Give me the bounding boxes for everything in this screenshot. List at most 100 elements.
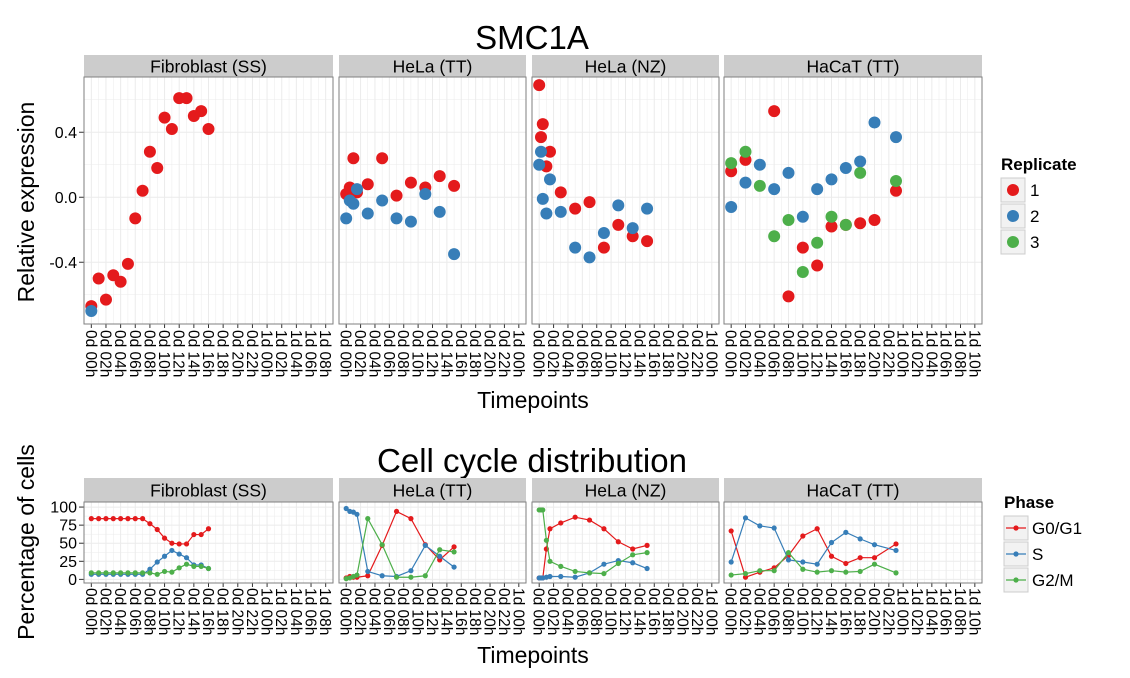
x-tick-label: 1d 04h [922,588,939,635]
data-point [103,570,109,576]
x-tick-label: 1d 06h [937,330,954,377]
data-point [768,230,781,243]
data-point [583,251,596,264]
x-tick-label: 0d 00h [337,588,354,635]
data-point [437,547,443,553]
data-point [569,241,582,254]
data-point [533,158,546,171]
data-point [534,131,547,144]
x-tick-label: 1d 10h [965,588,982,635]
data-point [132,516,138,522]
data-point [547,526,553,532]
x-tick-label: 0d 08h [394,588,411,635]
y-tick-label: -0.4 [49,255,77,272]
data-point [871,542,878,548]
data-point [198,531,204,538]
data-point [814,561,820,567]
series-1 [340,152,461,202]
x-tick-label: 0d 00h [82,330,99,377]
data-point [757,568,763,574]
facet-strip [339,478,526,502]
x-axis-label-timepoints-top: Timepoints [477,387,589,413]
data-point [533,79,546,92]
x-tick-label: 1d 00h [509,588,526,635]
data-point [771,568,777,574]
data-point [800,566,806,572]
data-point [365,568,371,575]
x-tick-label: 1d 02h [272,588,289,635]
legend-key-point [1007,236,1019,248]
x-tick-label: 0d 06h [380,588,397,635]
legend-label: 1 [1030,181,1039,200]
data-point [376,194,389,207]
data-point [191,531,197,538]
data-point [437,557,443,563]
data-point [404,176,417,189]
data-point [854,217,867,230]
x-tick-label: 0d 20h [674,588,691,635]
series-g2-m [343,516,457,582]
data-point [195,105,208,118]
x-tick-label: 0d 14h [822,588,839,635]
data-point [347,197,360,210]
x-tick-label: 0d 04h [558,588,575,635]
x-tick-label: 0d 08h [394,330,411,377]
data-point [183,541,190,547]
y-axis-label-percentage-of-cells: Percentage of cells [13,444,39,640]
data-point [728,528,734,534]
data-point [828,568,835,574]
data-point [811,259,824,272]
series-1 [533,79,654,254]
data-point [893,541,899,547]
data-point [136,184,149,197]
panel-border [723,501,983,584]
series-g2-m [536,507,650,577]
x-tick-label: 0d 02h [544,330,561,377]
data-point [161,568,168,575]
data-point [125,570,131,576]
replicate-legend: Replicate 1 2 3 [1000,155,1077,255]
x-tick-label: 1d 00h [702,330,719,377]
x-tick-label: 0d 16h [199,588,216,635]
x-tick-label: 0d 10h [793,588,810,635]
data-point [110,516,116,522]
x-tick-label: 0d 08h [779,330,796,377]
x-tick-label: 0d 00h [722,588,739,635]
x-tick-label: 0d 12h [616,588,633,635]
x-tick-label: 0d 22h [243,588,260,635]
x-tick-label: 0d 16h [452,330,469,377]
x-tick-label: 0d 16h [452,588,469,635]
data-point [601,570,607,577]
data-point [147,570,153,576]
x-tick-label: 0d 20h [481,330,498,377]
x-tick-label: 1d 00h [258,588,275,635]
data-point [890,175,902,187]
data-point [393,574,400,580]
data-point [540,207,553,220]
series-2 [533,145,654,264]
facet-strip [84,55,333,77]
data-point [868,214,881,226]
x-tick-label: 0d 02h [736,588,753,635]
data-point [202,123,215,135]
y-tick-label: 0.4 [55,125,77,142]
legend-label: G0/G1 [1032,519,1082,538]
data-point [154,526,160,533]
data-point [626,222,639,235]
data-point [451,564,457,570]
data-point [543,173,556,186]
x-tick-label: 1d 10h [965,330,982,377]
data-point [534,145,547,158]
panel-border [83,501,334,584]
x-tick-label: 0d 18h [214,330,231,377]
x-tick-label: 0d 16h [645,330,662,377]
data-point [597,227,610,239]
data-point [868,116,881,129]
data-point [785,557,792,563]
data-point [96,570,102,576]
chart-title-cell-cycle-distribution: Cell cycle distribution [377,442,687,479]
data-point [753,179,766,192]
data-point [365,516,371,522]
